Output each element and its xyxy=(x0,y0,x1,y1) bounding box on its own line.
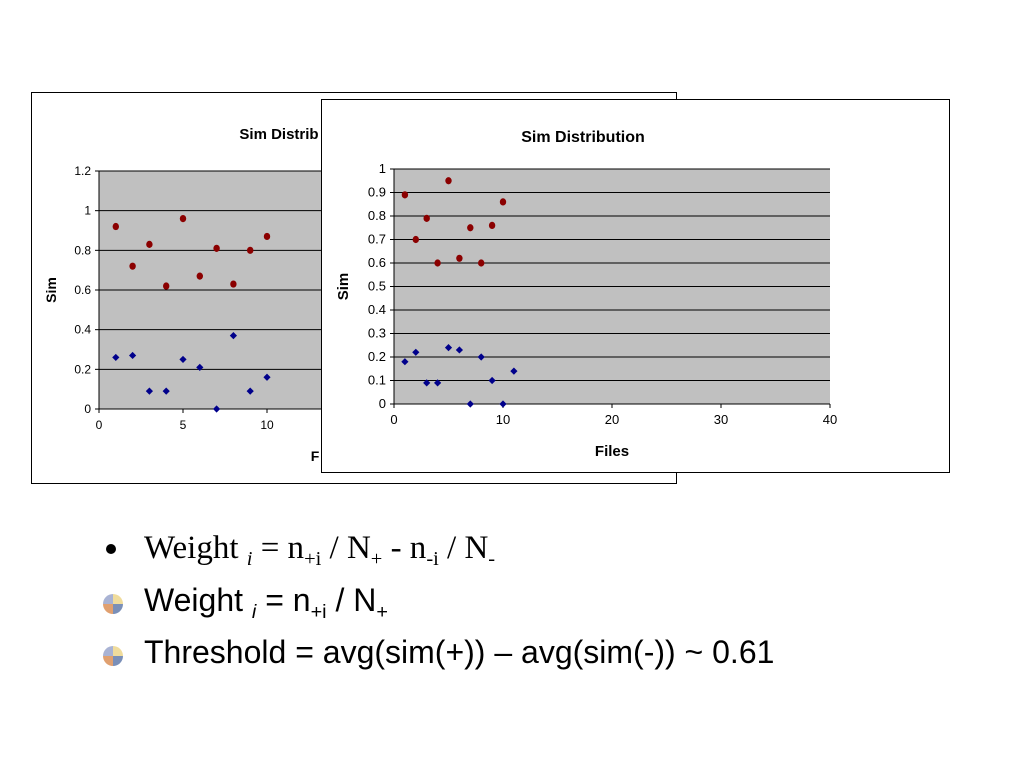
data-point xyxy=(499,400,507,408)
data-point xyxy=(213,405,221,413)
data-point xyxy=(401,191,409,199)
y-tick-label: 0.9 xyxy=(368,185,386,200)
chart-title: Sim Distrib xyxy=(239,126,318,143)
data-point xyxy=(423,214,430,222)
y-tick-label: 0 xyxy=(84,402,91,416)
data-point xyxy=(510,367,518,375)
data-point xyxy=(467,224,474,232)
data-point xyxy=(488,221,496,229)
data-point xyxy=(478,259,485,267)
bullet-list: Weight i = n+i / N+ - n-i / N- Weight i … xyxy=(100,526,1000,682)
data-point xyxy=(444,344,453,352)
x-tick-label: 0 xyxy=(96,418,103,432)
data-point xyxy=(499,198,507,206)
y-tick-label: 1 xyxy=(379,161,386,176)
y-tick-label: 0.2 xyxy=(368,349,386,364)
chart-front-svg: 00.10.20.30.40.50.60.70.80.910 10 20 30 40Si… xyxy=(335,129,837,460)
data-point xyxy=(129,351,137,360)
data-point xyxy=(163,282,170,290)
data-point xyxy=(230,280,237,288)
data-point xyxy=(263,373,271,381)
data-point xyxy=(412,235,419,244)
y-tick-label: 0.4 xyxy=(74,323,91,337)
bullet-weight-positive: Weight i = n+i / N+ xyxy=(100,578,1000,630)
data-point xyxy=(129,262,136,270)
bullet-text: Weight i = n+i / N+ xyxy=(144,582,388,623)
x-tick-label: 10 xyxy=(260,418,274,432)
data-point xyxy=(162,387,170,395)
data-point xyxy=(247,246,254,254)
data-point xyxy=(196,363,204,371)
x-tick-label: 40 xyxy=(823,412,837,427)
y-tick-label: 0.8 xyxy=(74,243,91,257)
data-point xyxy=(423,379,431,387)
data-point xyxy=(466,400,474,408)
data-point xyxy=(477,353,485,361)
x-tick-label: 0 xyxy=(390,412,397,427)
y-tick-label: 0.5 xyxy=(368,279,386,294)
y-axis-label: Sim xyxy=(43,277,59,303)
x-tick-label: 5 xyxy=(180,418,187,432)
y-tick-label: 0.1 xyxy=(368,373,386,388)
y-tick-label: 0.4 xyxy=(368,302,386,317)
y-tick-label: 1 xyxy=(84,204,91,218)
data-point xyxy=(146,240,153,248)
y-tick-label: 0.8 xyxy=(368,208,386,223)
data-point xyxy=(246,387,254,395)
data-point xyxy=(445,177,452,185)
x-tick-label: 10 xyxy=(496,412,510,427)
x-axis-label: Files xyxy=(595,443,629,460)
bullet-threshold: Threshold = avg(sim(+)) – avg(sim(-)) ~ … xyxy=(100,630,1000,682)
bullet-weight-difference: Weight i = n+i / N+ - n-i / N- xyxy=(100,526,1000,578)
y-axis-label: Sim xyxy=(335,273,352,301)
bullet-text: Threshold = avg(sim(+)) – avg(sim(-)) ~ … xyxy=(144,634,775,670)
data-point xyxy=(213,244,220,252)
data-point xyxy=(112,222,120,231)
x-tick-label: 20 xyxy=(605,412,619,427)
y-tick-label: 0.6 xyxy=(368,255,386,270)
sim-distribution-chart-front: 0 0.1 0.2 0.3 0.4 0.5 0.6 0.7 0.8 0.9 1 0 10 20 30 40 Si… xyxy=(321,99,950,473)
y-tick-label: 0.7 xyxy=(368,232,386,247)
y-tick-label: 0.6 xyxy=(74,283,91,297)
data-point xyxy=(112,353,120,362)
y-tick-label: 0 xyxy=(379,396,386,411)
y-tick-label: 1.2 xyxy=(74,164,91,178)
data-point xyxy=(434,259,441,267)
x-axis-label: F xyxy=(311,448,320,464)
data-point xyxy=(145,387,153,395)
data-point xyxy=(456,254,463,262)
y-tick-label: 0.3 xyxy=(368,326,386,341)
bullet-text: Weight i = n+i / N+ - n-i / N- xyxy=(144,530,496,571)
chart-title: Sim Distribution xyxy=(521,129,645,146)
data-point xyxy=(434,379,442,387)
y-tick-label: 0.2 xyxy=(74,362,91,376)
data-point xyxy=(263,232,271,241)
data-point xyxy=(196,272,203,280)
data-point xyxy=(179,355,187,364)
x-tick-label: 30 xyxy=(714,412,728,427)
data-point xyxy=(179,215,187,223)
